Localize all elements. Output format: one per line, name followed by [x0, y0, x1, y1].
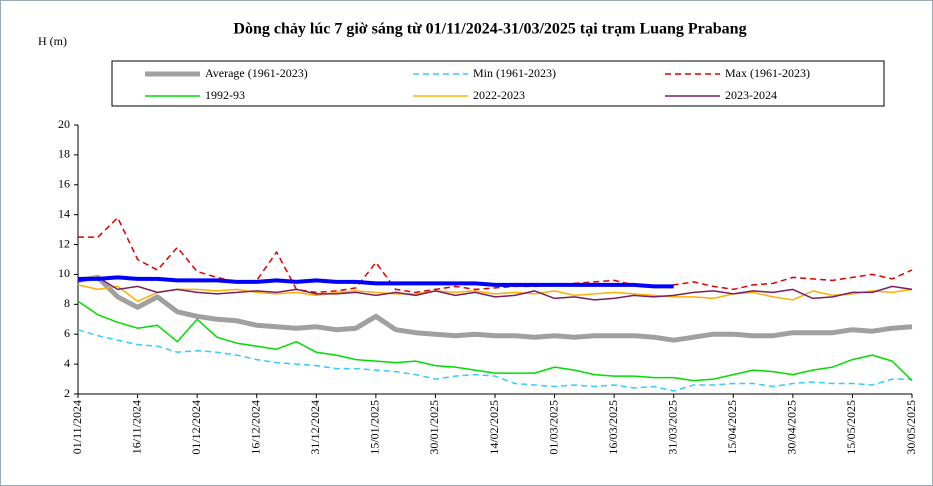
x-tick-label: 15/01/2025 — [368, 400, 382, 455]
legend-label: Max (1961-2023) — [725, 66, 810, 80]
x-tick-label: 30/04/2025 — [785, 400, 799, 455]
series-line — [77, 274, 913, 343]
x-tick-label: 30/01/2025 — [427, 400, 441, 455]
x-tick-label: 16/12/2024 — [248, 400, 262, 455]
series-line — [77, 300, 913, 382]
chart-title: Dòng chảy lúc 7 giờ sáng từ 01/11/2024-3… — [233, 21, 746, 38]
x-tick-label: 01/12/2024 — [189, 400, 203, 455]
y-axis-label: H (m) — [38, 34, 67, 48]
series-line — [77, 276, 913, 301]
x-tick-label: 15/05/2025 — [844, 400, 858, 455]
legend-label: 1992-93 — [205, 88, 245, 102]
y-tick-label: 4 — [64, 356, 70, 370]
x-tick-label: 31/03/2025 — [665, 400, 679, 455]
y-tick-label: 8 — [64, 296, 70, 310]
series-line — [78, 216, 913, 294]
x-tick-label: 14/02/2025 — [487, 400, 501, 455]
x-tick-label: 31/12/2024 — [308, 400, 322, 455]
y-tick-label: 14 — [58, 206, 70, 220]
y-tick-label: 10 — [58, 266, 70, 280]
y-tick-label: 12 — [58, 236, 70, 250]
y-tick-label: 16 — [58, 177, 70, 191]
y-tick-label: 20 — [58, 117, 70, 131]
x-tick-label: 15/04/2025 — [725, 400, 739, 455]
series-line — [77, 284, 913, 303]
x-tick-label: 01/03/2025 — [546, 400, 560, 455]
x-tick-label: 30/05/2025 — [904, 400, 918, 455]
legend-label: Average (1961-2023) — [205, 66, 308, 80]
legend-label: Min (1961-2023) — [473, 66, 556, 80]
x-tick-label: 16/11/2024 — [129, 400, 143, 454]
legend — [111, 60, 885, 107]
y-tick-label: 18 — [58, 147, 70, 161]
y-tick-label: 6 — [64, 326, 70, 340]
series-line — [78, 275, 674, 289]
legend-label: 2022-2023 — [473, 88, 525, 102]
legend-label: 2023-2024 — [725, 88, 777, 102]
series-line — [77, 328, 912, 392]
x-tick-label: 01/11/2024 — [70, 400, 84, 454]
y-tick-label: 2 — [64, 386, 70, 400]
x-tick-label: 16/03/2025 — [606, 400, 620, 455]
